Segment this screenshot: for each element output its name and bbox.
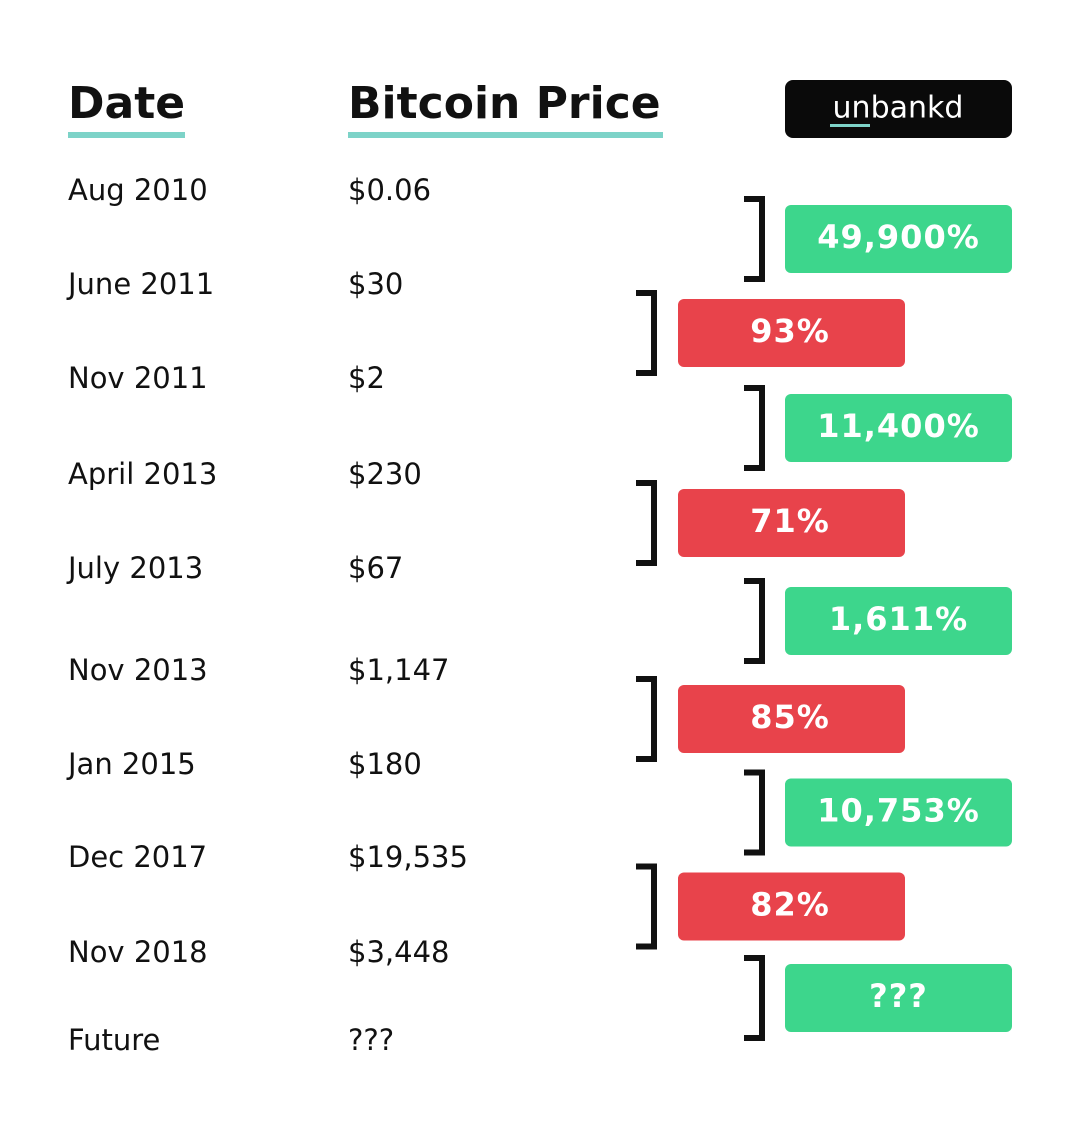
- change-badge: [785, 587, 1012, 655]
- price-cell: ???: [348, 1023, 394, 1057]
- price-cell: $3,448: [348, 935, 449, 969]
- price-cell: $180: [348, 747, 422, 781]
- change-badge: [678, 685, 905, 753]
- bracket: [744, 385, 765, 471]
- change-badge: [785, 778, 1012, 847]
- bracket: [744, 769, 765, 856]
- header-underline: [68, 132, 185, 138]
- bracket: [636, 290, 657, 376]
- date-cell: Dec 2017: [68, 840, 207, 874]
- price-header: Bitcoin Price: [348, 78, 661, 129]
- price-cell: $30: [348, 267, 403, 301]
- change-label: 93%: [750, 312, 830, 350]
- date-cell: Aug 2010: [68, 173, 208, 207]
- change-badge: [678, 872, 905, 941]
- date-cell: Future: [68, 1023, 160, 1057]
- date-header: Date: [68, 78, 185, 129]
- change-label: ???: [869, 977, 928, 1015]
- change-badge: [678, 299, 905, 367]
- brand-name: unbankd: [833, 91, 964, 126]
- price-cell: $1,147: [348, 653, 449, 687]
- bracket: [636, 480, 657, 566]
- bracket: [744, 578, 765, 664]
- change-badge: [678, 489, 905, 557]
- change-label: 85%: [750, 698, 830, 736]
- change-label: 71%: [750, 502, 830, 540]
- price-cell: $230: [348, 457, 422, 491]
- change-label: 49,900%: [817, 218, 980, 256]
- brand-badge: [785, 80, 1012, 138]
- change-label: 1,611%: [829, 600, 968, 638]
- date-cell: Nov 2011: [68, 361, 208, 395]
- change-badge: [785, 964, 1012, 1032]
- date-cell: June 2011: [66, 267, 214, 301]
- price-cell: $2: [348, 361, 385, 395]
- brand-underline: [830, 124, 870, 127]
- bracket: [636, 676, 657, 762]
- date-cell: Nov 2013: [68, 653, 208, 687]
- change-badge: [785, 205, 1012, 273]
- bracket: [744, 955, 765, 1041]
- price-cell: $67: [348, 551, 403, 585]
- header-underline: [348, 132, 663, 138]
- bracket: [744, 196, 765, 282]
- date-cell: Nov 2018: [68, 935, 208, 969]
- date-cell: Jan 2015: [66, 747, 196, 781]
- change-label: 10,753%: [817, 792, 980, 830]
- date-cell: April 2013: [68, 457, 217, 491]
- bracket: [636, 863, 657, 950]
- change-label: 82%: [750, 886, 830, 924]
- change-badge: [785, 394, 1012, 462]
- change-label: 11,400%: [817, 407, 980, 445]
- date-cell: July 2013: [66, 551, 203, 585]
- price-cell: $19,535: [348, 840, 468, 874]
- price-cell: $0.06: [348, 173, 431, 207]
